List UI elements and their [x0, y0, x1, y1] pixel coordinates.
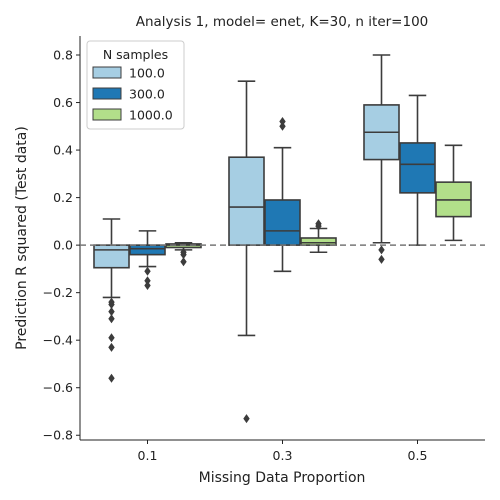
- box-300.0-0.1: [129, 230, 166, 291]
- outlier-point: [279, 121, 286, 131]
- box-body: [129, 244, 166, 256]
- outlier-point: [315, 219, 322, 229]
- box-100.0-0.3: [228, 80, 265, 424]
- outlier-point: [108, 333, 115, 343]
- box-1000.0-0.3: [300, 219, 337, 254]
- plot-area: −0.8 −0.6 −0.4 −0.2 0.0 0.2 0.4 0.6 0.8 0.1 0.3 0.5: [43, 36, 485, 463]
- outlier-point: [144, 281, 151, 291]
- y-tick-label: 0.8: [53, 48, 73, 63]
- legend-label: 300.0: [129, 87, 165, 102]
- outlier-point: [108, 307, 115, 317]
- legend-label: 100.0: [129, 66, 165, 81]
- box-body: [399, 142, 436, 194]
- box-100.0-0.5: [363, 54, 400, 264]
- box-body: [300, 237, 337, 246]
- y-tick-label: −0.2: [43, 285, 73, 300]
- outlier-point: [243, 414, 250, 424]
- outlier-point: [180, 257, 187, 267]
- box-body: [264, 199, 301, 246]
- y-tick-label: 0.6: [53, 95, 73, 110]
- x-tick-label: 0.5: [408, 448, 428, 463]
- outlier-point: [108, 300, 115, 310]
- legend: N samples 100.0 300.0 1000.0: [86, 40, 185, 130]
- box-300.0-0.5: [399, 94, 436, 246]
- outlier-point: [378, 245, 385, 255]
- legend-swatch: [92, 108, 122, 121]
- y-tick-label: −0.8: [43, 428, 73, 443]
- outlier-point: [378, 254, 385, 264]
- y-axis-label: Prediction R squared (Test data): [14, 126, 30, 350]
- outlier-point: [279, 117, 286, 127]
- box-body: [93, 244, 130, 269]
- box-100.0-0.1: [93, 218, 130, 383]
- box-300.0-0.3: [264, 117, 301, 273]
- box-1000.0-0.1: [165, 241, 202, 267]
- y-tick-label: 0.2: [53, 190, 73, 205]
- outlier-point: [108, 342, 115, 352]
- y-tick-label: −0.6: [43, 380, 73, 395]
- x-axis-label: Missing Data Proportion: [199, 470, 366, 486]
- outlier-point: [108, 373, 115, 383]
- legend-label: 1000.0: [129, 108, 173, 123]
- legend-frame: [86, 40, 185, 130]
- box-body: [228, 156, 265, 246]
- outlier-point: [180, 250, 187, 260]
- legend-swatch: [92, 87, 122, 100]
- legend-swatch: [92, 66, 122, 79]
- x-tick-label: 0.1: [138, 448, 158, 463]
- y-tick-label: −0.4: [43, 333, 73, 348]
- outlier-point: [144, 266, 151, 276]
- y-tick-label: 0.4: [53, 143, 73, 158]
- y-tick-label: 0.0: [53, 238, 73, 253]
- x-tick-label: 0.3: [273, 448, 293, 463]
- chart-title: Analysis 1, model= enet, K=30, n iter=10…: [136, 14, 429, 30]
- legend-title: N samples: [103, 47, 168, 62]
- box-1000.0-0.5: [435, 144, 472, 242]
- outlier-point: [108, 314, 115, 324]
- outlier-point: [144, 276, 151, 286]
